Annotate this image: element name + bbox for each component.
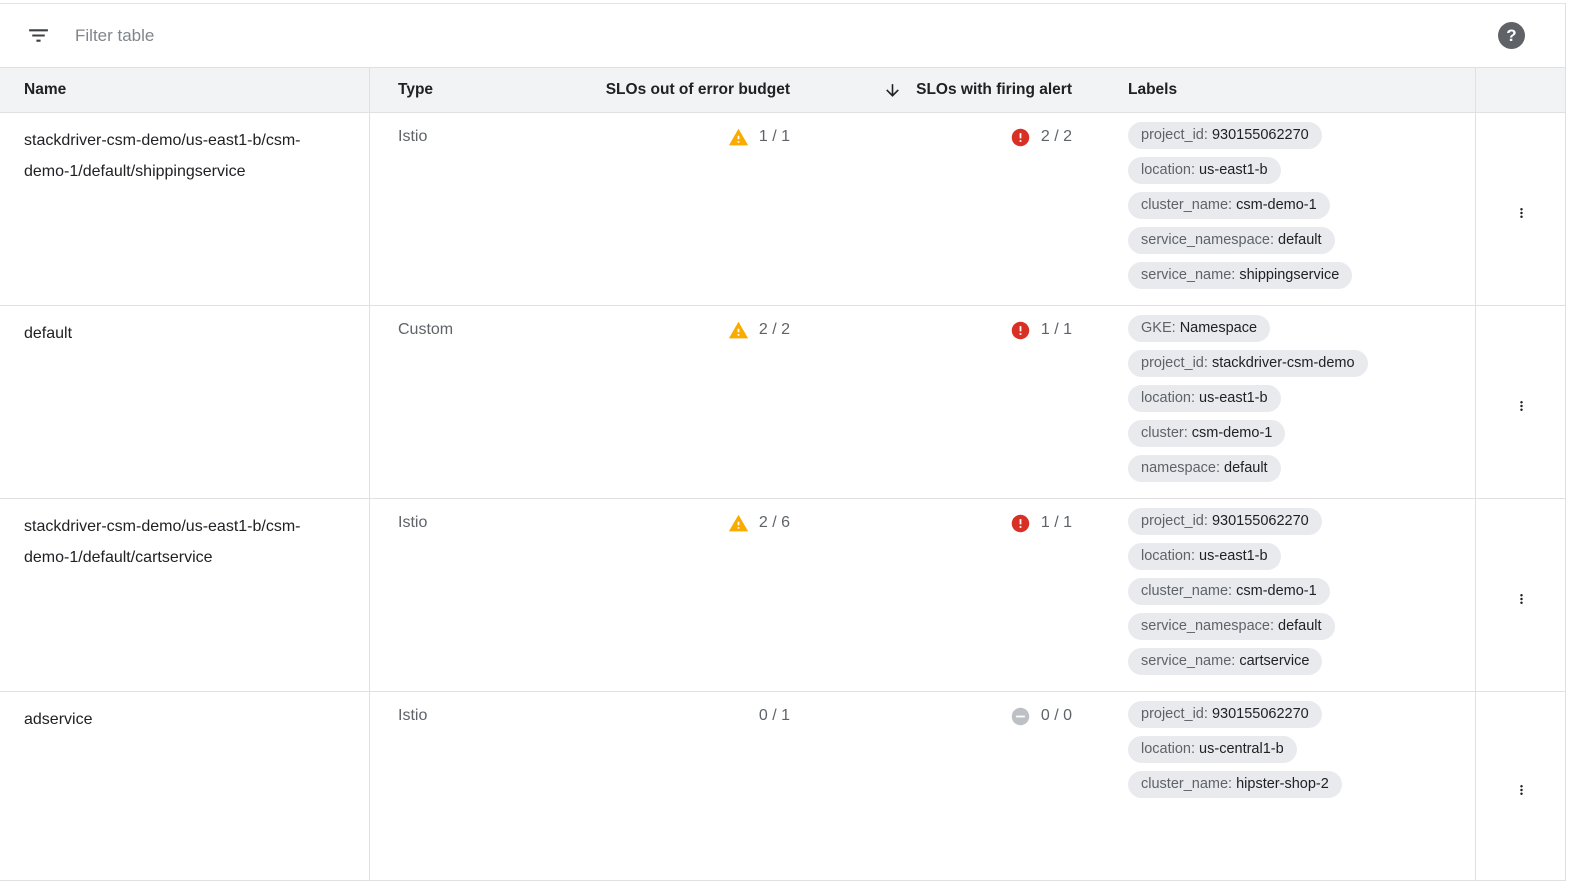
slos-out-of-error-budget-cell: 1 / 1 — [556, 113, 798, 305]
vertical-dots-icon[interactable] — [1508, 124, 1535, 305]
slos-out-of-error-budget-cell: 2 / 6 — [556, 499, 798, 691]
label-pill: cluster: csm-demo-1 — [1128, 420, 1286, 447]
service-name-link[interactable]: adservice — [0, 692, 370, 880]
slos-with-firing-alert-cell: 0 / 0 — [798, 692, 1078, 880]
label-pill: location: us-east1-b — [1128, 385, 1281, 412]
warning-triangle-icon — [728, 125, 749, 149]
label-pill: project_id: stackdriver-csm-demo — [1128, 350, 1368, 377]
table-row: adservice Istio 0 / 1 0 / 0 project_id: … — [0, 692, 1565, 881]
row-actions-cell — [1476, 306, 1566, 498]
slos-out-of-error-budget-cell: 2 / 2 — [556, 306, 798, 498]
table-row: stackdriver-csm-demo/us-east1-b/csm-demo… — [0, 113, 1565, 306]
column-header-actions — [1476, 68, 1566, 112]
table-row: default Custom 2 / 2 1 / 1 GKE: Namespac… — [0, 306, 1565, 499]
column-header-type[interactable]: Type — [398, 81, 434, 98]
no-alert-icon — [1010, 704, 1031, 728]
label-pill: service_namespace: default — [1128, 613, 1335, 640]
label-pill: cluster_name: csm-demo-1 — [1128, 192, 1330, 219]
service-name-link[interactable]: default — [0, 306, 370, 498]
filter-toolbar: ? — [0, 4, 1565, 68]
row-actions-cell — [1476, 113, 1566, 305]
slos-with-firing-alert-cell: 1 / 1 — [798, 306, 1078, 498]
label-pill: project_id: 930155062270 — [1128, 508, 1322, 535]
service-type: Istio — [398, 514, 428, 531]
label-pill: service_namespace: default — [1128, 227, 1335, 254]
warning-triangle-icon — [728, 318, 749, 342]
table-body: stackdriver-csm-demo/us-east1-b/csm-demo… — [0, 113, 1565, 881]
row-actions-cell — [1476, 499, 1566, 691]
service-type: Custom — [398, 321, 454, 338]
vertical-dots-icon[interactable] — [1508, 317, 1535, 498]
label-pill: location: us-east1-b — [1128, 543, 1281, 570]
label-pill: project_id: 930155062270 — [1128, 701, 1322, 728]
labels-cell: project_id: 930155062270 location: us-eas… — [1078, 113, 1476, 305]
error-circle-icon — [1010, 511, 1031, 535]
help-icon[interactable]: ? — [1498, 22, 1525, 49]
column-header-label: SLOs with firing alert — [916, 81, 1072, 98]
labels-cell: GKE: Namespace project_id: stackdriver-cs… — [1078, 306, 1476, 498]
label-pill: project_id: 930155062270 — [1128, 122, 1322, 149]
label-pill: cluster_name: hipster-shop-2 — [1128, 771, 1342, 798]
column-header-labels[interactable]: Labels — [1078, 68, 1476, 112]
label-pill: namespace: default — [1128, 455, 1281, 482]
service-type: Istio — [398, 707, 428, 724]
filter-table-input[interactable] — [75, 25, 1498, 46]
label-pill: service_name: cartservice — [1128, 648, 1323, 675]
label-pill: location: us-central1-b — [1128, 736, 1297, 763]
label-pill: service_name: shippingservice — [1128, 262, 1353, 289]
slos-out-of-error-budget-cell: 0 / 1 — [758, 707, 790, 724]
table-header-row: Name Type SLOs out of error budget SLOs … — [0, 68, 1565, 113]
label-pill: cluster_name: csm-demo-1 — [1128, 578, 1330, 605]
vertical-dots-icon[interactable] — [1508, 510, 1535, 691]
slos-with-firing-alert-cell: 1 / 1 — [798, 499, 1078, 691]
service-name-link[interactable]: stackdriver-csm-demo/us-east1-b/csm-demo… — [0, 113, 370, 305]
vertical-dots-icon[interactable] — [1508, 703, 1535, 880]
service-type: Istio — [398, 128, 428, 145]
labels-cell: project_id: 930155062270 location: us-eas… — [1078, 499, 1476, 691]
label-pill: GKE: Namespace — [1128, 315, 1271, 342]
row-actions-cell — [1476, 692, 1566, 880]
service-name-link[interactable]: stackdriver-csm-demo/us-east1-b/csm-demo… — [0, 499, 370, 691]
warning-triangle-icon — [728, 511, 749, 535]
arrow-down-icon — [883, 81, 902, 100]
column-header-slos-out-of-error-budget[interactable]: SLOs out of error budget — [605, 81, 790, 98]
column-header-name[interactable]: Name — [0, 68, 370, 112]
slo-table-widget: ? Name Type SLOs out of error budget SLO… — [0, 3, 1566, 881]
table-row: stackdriver-csm-demo/us-east1-b/csm-demo… — [0, 499, 1565, 692]
column-header-slos-with-firing-alert[interactable]: SLOs with firing alert — [798, 68, 1078, 112]
slos-with-firing-alert-cell: 2 / 2 — [798, 113, 1078, 305]
error-circle-icon — [1010, 318, 1031, 342]
label-pill: location: us-east1-b — [1128, 157, 1281, 184]
labels-cell: project_id: 930155062270 location: us-cen… — [1078, 692, 1476, 880]
error-circle-icon — [1010, 125, 1031, 149]
filter-list-icon — [26, 23, 51, 48]
